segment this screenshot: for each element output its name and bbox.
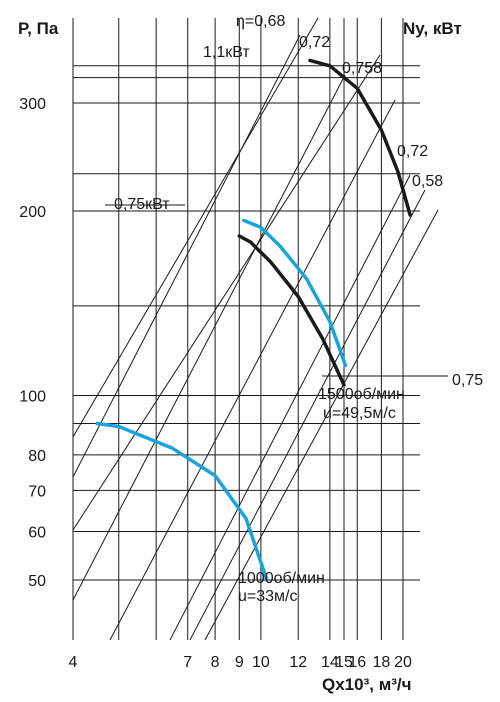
x-tick-4: 4 xyxy=(69,654,78,671)
y-axis-title: P, Па xyxy=(18,19,59,38)
y-tick-50: 50 xyxy=(28,573,46,590)
efficiency-label-4: 0,72 xyxy=(397,143,428,160)
system-line-4 xyxy=(189,189,426,641)
system-line-0 xyxy=(72,17,319,438)
efficiency-label-1: η=0,68 xyxy=(236,13,285,30)
speed-label-1000: 1000об/мин xyxy=(238,570,325,587)
performance-curve-1 xyxy=(237,234,346,387)
y-tick-70: 70 xyxy=(28,483,46,500)
x-axis-title: Qx10³, м³/ч xyxy=(322,675,412,694)
tip-speed-label-1000: u=33м/с xyxy=(238,588,297,605)
x-tick-8: 8 xyxy=(211,654,220,671)
system-line-1 xyxy=(72,34,301,478)
system-line-6 xyxy=(72,54,381,531)
power-label-1: 1,1кВт xyxy=(203,44,250,61)
power-label-2: 0,75кВт xyxy=(114,196,170,213)
system-line-2 xyxy=(72,74,346,601)
x-tick-9: 9 xyxy=(235,654,244,671)
x-tick-18: 18 xyxy=(372,654,390,671)
speed-label-1500: 1500об/мин xyxy=(318,386,405,403)
x-tick-14: 14 xyxy=(321,654,339,671)
system-characteristic-lines xyxy=(72,17,448,641)
efficiency-label-6: 0,75 xyxy=(452,372,483,389)
efficiency-label-2: 0,72 xyxy=(299,34,330,51)
system-line-7 xyxy=(109,99,396,641)
system-line-3 xyxy=(169,174,411,641)
x-tick-15: 15 xyxy=(335,654,353,671)
efficiency-label-5: 0,58 xyxy=(412,173,443,190)
y-tick-100: 100 xyxy=(19,388,46,405)
performance-curve-0 xyxy=(308,58,412,217)
right-axis-title: Ny, кВт xyxy=(403,19,462,38)
x-tick-16: 16 xyxy=(348,654,366,671)
tip-speed-label-1500: u=49,5м/с xyxy=(323,405,396,422)
performance-curve-3 xyxy=(95,421,269,582)
vertical-gridlines xyxy=(72,18,404,640)
annotations: P, Па Ny, кВт Qx10³, м³/ч η=0,68 0,72 0,… xyxy=(18,13,483,694)
y-tick-60: 60 xyxy=(28,524,46,541)
x-tick-10: 10 xyxy=(252,654,270,671)
y-tick-labels: 50 60 70 80 100 200 300 xyxy=(19,96,46,590)
y-tick-300: 300 xyxy=(19,96,46,113)
performance-curves xyxy=(95,58,412,582)
efficiency-label-3: 0,758 xyxy=(342,60,382,77)
system-line-5 xyxy=(204,209,439,641)
y-tick-80: 80 xyxy=(28,448,46,465)
horizontal-gridlines xyxy=(73,65,420,581)
y-tick-200: 200 xyxy=(19,204,46,221)
x-tick-20: 20 xyxy=(394,654,412,671)
x-tick-12: 12 xyxy=(289,654,307,671)
performance-curve-2 xyxy=(242,218,348,368)
x-tick-7: 7 xyxy=(183,654,192,671)
